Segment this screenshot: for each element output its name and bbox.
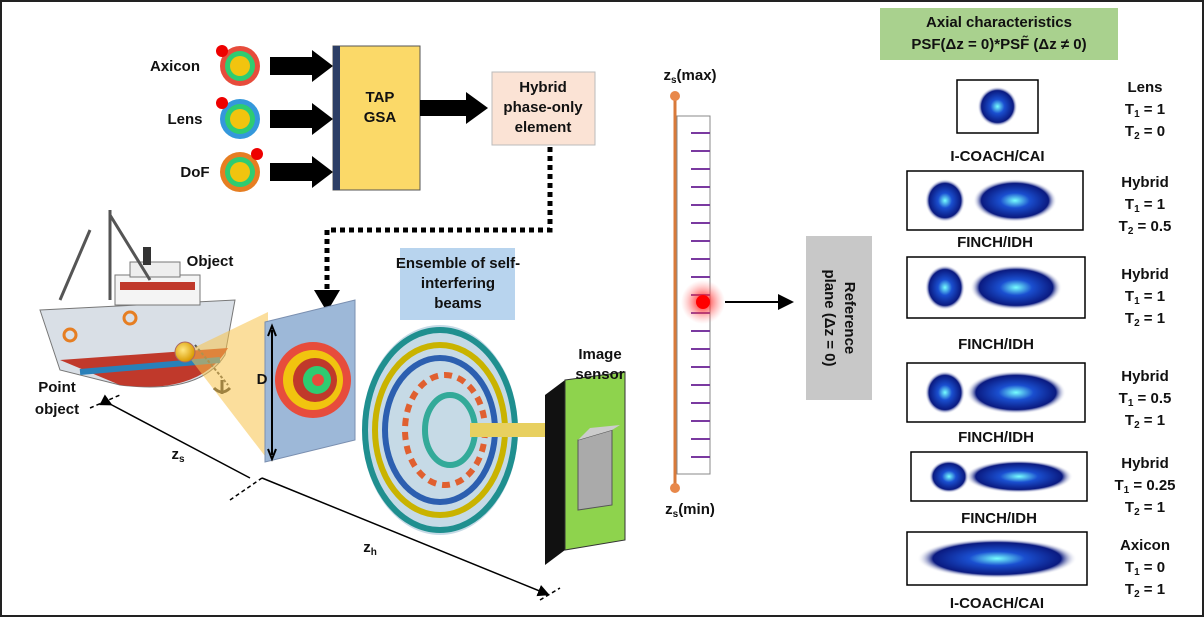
algorithm-label: TAP (366, 89, 395, 106)
parameter-label: T2 = 0 (1125, 123, 1165, 142)
psf-spot (970, 265, 1062, 310)
parameter-label: T2 = 1 (1125, 581, 1165, 600)
element-label: element (515, 119, 572, 136)
psf-spot (925, 371, 965, 414)
point-object-label: object (35, 401, 79, 418)
sensor-label: sensor (575, 366, 624, 383)
type-label: Hybrid (1121, 174, 1169, 191)
ensemble-label: interfering (421, 275, 495, 292)
ensemble-label: beams (434, 295, 482, 312)
psf-spot (978, 87, 1018, 127)
reference-label: Reference (841, 282, 858, 355)
point-object (175, 342, 195, 362)
arrow (420, 92, 488, 124)
psf-spot (973, 179, 1057, 222)
method-label: FINCH/IDH (961, 510, 1037, 527)
ensemble-label: Ensemble of self- (396, 255, 520, 272)
method-label: FINCH/IDH (958, 336, 1034, 353)
parameter-label: T1 = 0.25 (1114, 477, 1175, 496)
method-label: FINCH/IDH (958, 429, 1034, 446)
object-label: Object (187, 253, 234, 270)
parameter-label: T2 = 1 (1125, 499, 1165, 518)
parameter-label: T1 = 0 (1125, 559, 1165, 578)
point-object-label: Point (38, 379, 76, 396)
psf-spot (917, 539, 1077, 579)
type-label: Lens (1127, 79, 1162, 96)
psf-spot (966, 371, 1066, 414)
algorithm-label: GSA (364, 109, 397, 126)
input-icons (216, 45, 263, 192)
psf-spot (925, 265, 965, 310)
beam-ensemble (362, 325, 545, 535)
method-label: I-COACH/CAI (950, 148, 1044, 165)
ruler-max-label: zs(max) (663, 67, 716, 86)
ruler (670, 91, 725, 493)
input-arrows (270, 50, 333, 188)
phase-plate (265, 300, 355, 462)
psf-spot (929, 460, 969, 493)
parameter-label: T1 = 1 (1125, 196, 1165, 215)
input-label: Lens (167, 111, 202, 128)
parameter-label: T2 = 1 (1125, 412, 1165, 431)
sensor-label: Image (578, 346, 621, 363)
parameter-label: T1 = 1 (1125, 101, 1165, 120)
psf-panels: I-COACH/CAI Lens T1 = 1 T2 = 0 FINCH/IDH Hybr… (907, 79, 1176, 612)
parameter-label: T2 = 0.5 (1119, 218, 1172, 237)
type-label: Axicon (1120, 537, 1170, 554)
reference-label: plane (Δz = 0) (821, 269, 838, 366)
psf-spot (925, 179, 965, 222)
header-label: Axial characteristics (926, 14, 1072, 31)
aperture-label: D (257, 371, 268, 388)
header-label: PSF(Δz = 0)*PSF̃ (Δz ≠ 0) (911, 35, 1086, 53)
image-sensor (545, 372, 625, 565)
parameter-label: T1 = 1 (1125, 288, 1165, 307)
page: Axicon Lens DoF TAP GSA Hybrid phase-onl… (0, 0, 1204, 617)
method-label: I-COACH/CAI (950, 595, 1044, 612)
distance-label: zh (363, 539, 377, 558)
element-label: Hybrid (519, 79, 567, 96)
parameter-label: T1 = 0.5 (1119, 390, 1172, 409)
figure: Axicon Lens DoF TAP GSA Hybrid phase-onl… (0, 0, 1204, 617)
method-label: FINCH/IDH (957, 234, 1033, 251)
element-label: phase-only (503, 99, 583, 116)
type-label: Hybrid (1121, 266, 1169, 283)
algorithm-edge (333, 46, 340, 190)
distance-label: zs (171, 446, 185, 465)
type-label: Hybrid (1121, 455, 1169, 472)
input-label: DoF (180, 164, 209, 181)
type-label: Hybrid (1121, 368, 1169, 385)
psf-spot (965, 460, 1073, 493)
ruler-min-label: zs(min) (665, 501, 715, 520)
parameter-label: T2 = 1 (1125, 310, 1165, 329)
input-label: Axicon (150, 58, 200, 75)
